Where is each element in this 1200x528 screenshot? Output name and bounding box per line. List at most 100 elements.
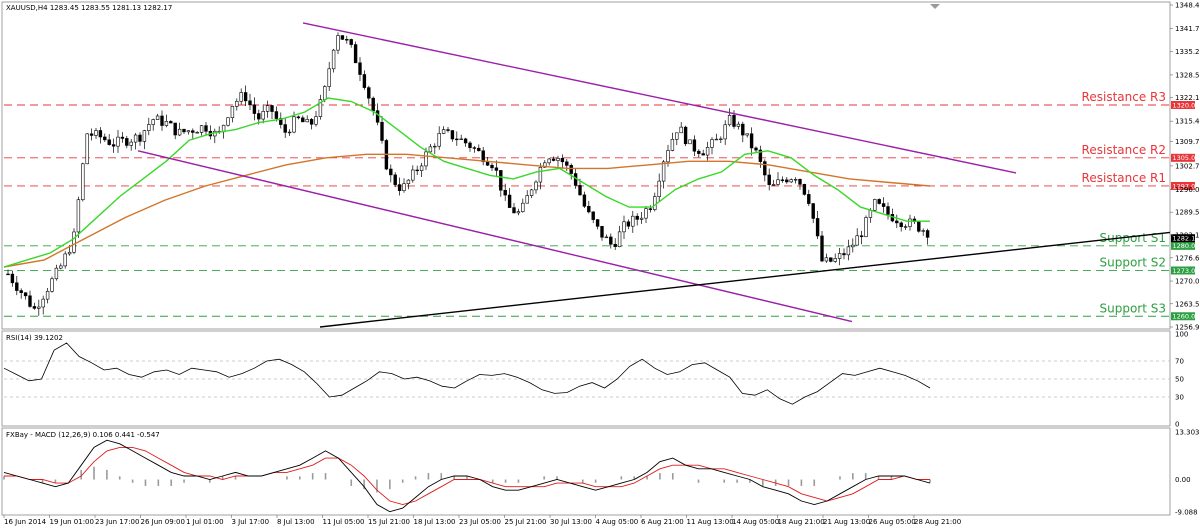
candle-body: [842, 253, 846, 256]
y-tick-labels: 1348.40 1341.70 1335.25 1328.55 1322.10 1315.…: [1170, 2, 1200, 332]
candle-body: [204, 125, 208, 132]
price-panel-frame: [1, 1, 1171, 330]
candle-body: [631, 215, 635, 227]
candle-body: [705, 147, 710, 156]
candle-body: [424, 151, 428, 167]
candle-body: [94, 130, 98, 136]
candle-body: [763, 161, 767, 176]
candle-body: [32, 306, 37, 309]
level-badge-text: 1260.00: [1173, 313, 1200, 321]
candle-body: [780, 179, 785, 181]
candle-body: [314, 116, 318, 125]
x-tick-label: 25 Jul 21:00: [505, 518, 547, 526]
candle-body: [908, 218, 912, 227]
macd-y-tick-label: -9.088: [1175, 509, 1198, 517]
overlays-layer: [3, 22, 1171, 328]
candle-body: [551, 158, 556, 161]
candle-body: [538, 166, 543, 183]
x-tick-label: 18 Aug 21:00: [778, 518, 825, 526]
level-badge-text: 1305.00: [1173, 154, 1200, 162]
candle-body: [925, 230, 930, 238]
candle-body: [556, 158, 560, 161]
candle-body: [72, 231, 76, 253]
candle-body: [111, 144, 116, 147]
candle-body: [248, 100, 252, 106]
candle-body: [846, 246, 851, 256]
candle-body: [279, 118, 283, 125]
candle-body: [331, 49, 336, 70]
candle-body: [833, 258, 837, 262]
candle-body: [815, 218, 820, 237]
candle-body: [164, 121, 169, 126]
candle-body: [569, 165, 573, 174]
level-label: Resistance R2: [1082, 143, 1166, 157]
current-price-badge-text: 1282.17: [1173, 234, 1200, 242]
candle-body: [120, 136, 125, 139]
x-tick-label: 18 Jul 13:00: [414, 518, 456, 526]
candle-body: [617, 231, 622, 247]
candle-body: [600, 226, 604, 238]
candle-body: [257, 113, 261, 120]
candle-body: [877, 199, 881, 204]
level-badge-text: 1297.00: [1173, 182, 1200, 190]
candle-body: [441, 129, 446, 134]
candle-body: [683, 126, 688, 145]
candle-body: [613, 243, 617, 247]
collapse-arrow-icon[interactable]: [930, 4, 940, 9]
candle-body: [6, 273, 10, 276]
macd-layer: 13.303 0.00 -9.088: [3, 429, 1200, 517]
candle-body: [455, 138, 459, 141]
candle-body: [736, 123, 741, 127]
rsi-y-tick-label: 70: [1175, 358, 1184, 366]
candle-body: [433, 145, 437, 148]
candle-body: [789, 179, 793, 183]
x-tick-label: 8 Jul 13:00: [277, 518, 315, 526]
candle-body: [529, 189, 534, 196]
price-y-tick-label: 1270.00: [1175, 278, 1200, 286]
candle-body: [499, 170, 503, 191]
candle-body: [85, 133, 89, 165]
x-tick-labels: 16 Jun 2014 19 Jun 01:00 23 Jun 17:00 26 Ju…: [3, 515, 961, 526]
candle-body: [371, 97, 375, 111]
candle-body: [235, 100, 239, 107]
candle-body: [239, 92, 243, 102]
level-badge-text: 1280.00: [1173, 242, 1200, 250]
candle-body: [243, 92, 248, 102]
candle-body: [824, 257, 829, 262]
candle-body: [688, 139, 692, 145]
rsi-line: [3, 342, 931, 405]
x-tick-label: 19 Jun 01:00: [50, 518, 94, 526]
candle-body: [283, 124, 287, 133]
x-tick-label: 23 Jun 17:00: [95, 518, 139, 526]
level-label: Support S1: [1099, 231, 1166, 245]
candle-body: [675, 132, 679, 140]
candle-body: [270, 105, 274, 112]
rsi-panel-frame: [1, 330, 1171, 427]
rsi-y-tick-label: 0: [1175, 421, 1179, 429]
candle-body: [195, 132, 199, 134]
candle-body: [635, 215, 639, 220]
candle-body: [758, 149, 763, 162]
candle-body: [98, 130, 103, 138]
candle-body: [873, 199, 877, 211]
candle-body: [485, 161, 490, 166]
candle-body: [173, 122, 177, 136]
candle-body: [81, 163, 85, 201]
candle-body: [859, 235, 864, 238]
candle-body: [54, 267, 59, 280]
level-label: Support S3: [1099, 301, 1166, 315]
channel-lower-line: [137, 150, 853, 323]
candle-body: [182, 128, 186, 133]
price-y-tick-label: 1289.55: [1175, 209, 1200, 217]
candle-body: [349, 39, 353, 45]
support-trendline: [319, 231, 1171, 328]
candle-body: [604, 236, 609, 239]
candle-body: [793, 179, 798, 181]
x-tick-label: 16 Jun 2014: [4, 518, 47, 526]
candle-body: [15, 282, 19, 291]
level-badge-text: 1320.00: [1173, 101, 1200, 109]
candle-body: [367, 87, 371, 99]
candle-body: [437, 133, 441, 147]
price-y-tick-label: 1302.70: [1175, 162, 1200, 170]
